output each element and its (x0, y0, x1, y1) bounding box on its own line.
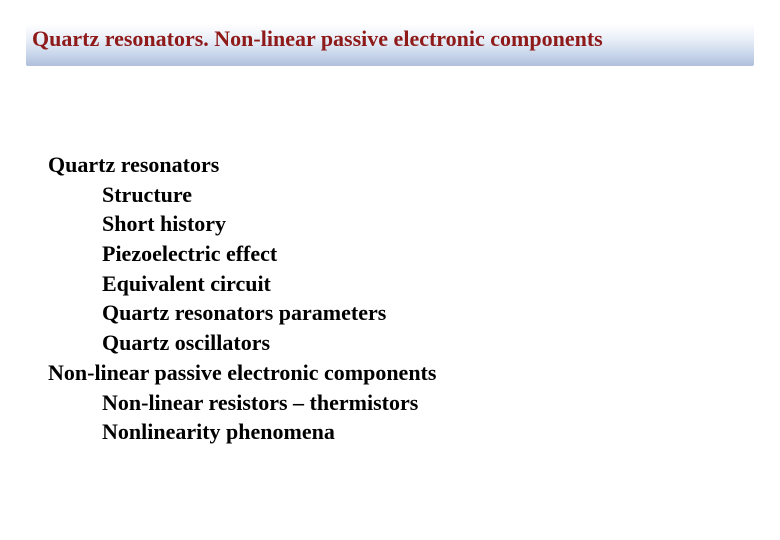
outline-item: Quartz oscillators (48, 328, 740, 358)
slide: Quartz resonators. Non-linear passive el… (0, 0, 780, 540)
outline-item: Non-linear resistors – thermistors (48, 388, 740, 418)
slide-content: Quartz resonators Structure Short histor… (48, 150, 740, 447)
outline-item: Short history (48, 209, 740, 239)
outline-item: Quartz resonators parameters (48, 298, 740, 328)
outline-item: Piezoelectric effect (48, 239, 740, 269)
section-heading: Non-linear passive electronic components (48, 358, 740, 388)
outline-item: Equivalent circuit (48, 269, 740, 299)
outline-item: Nonlinearity phenomena (48, 417, 740, 447)
outline-item: Structure (48, 180, 740, 210)
title-bar: Quartz resonators. Non-linear passive el… (26, 24, 754, 66)
slide-title: Quartz resonators. Non-linear passive el… (32, 26, 603, 52)
section-heading: Quartz resonators (48, 150, 740, 180)
